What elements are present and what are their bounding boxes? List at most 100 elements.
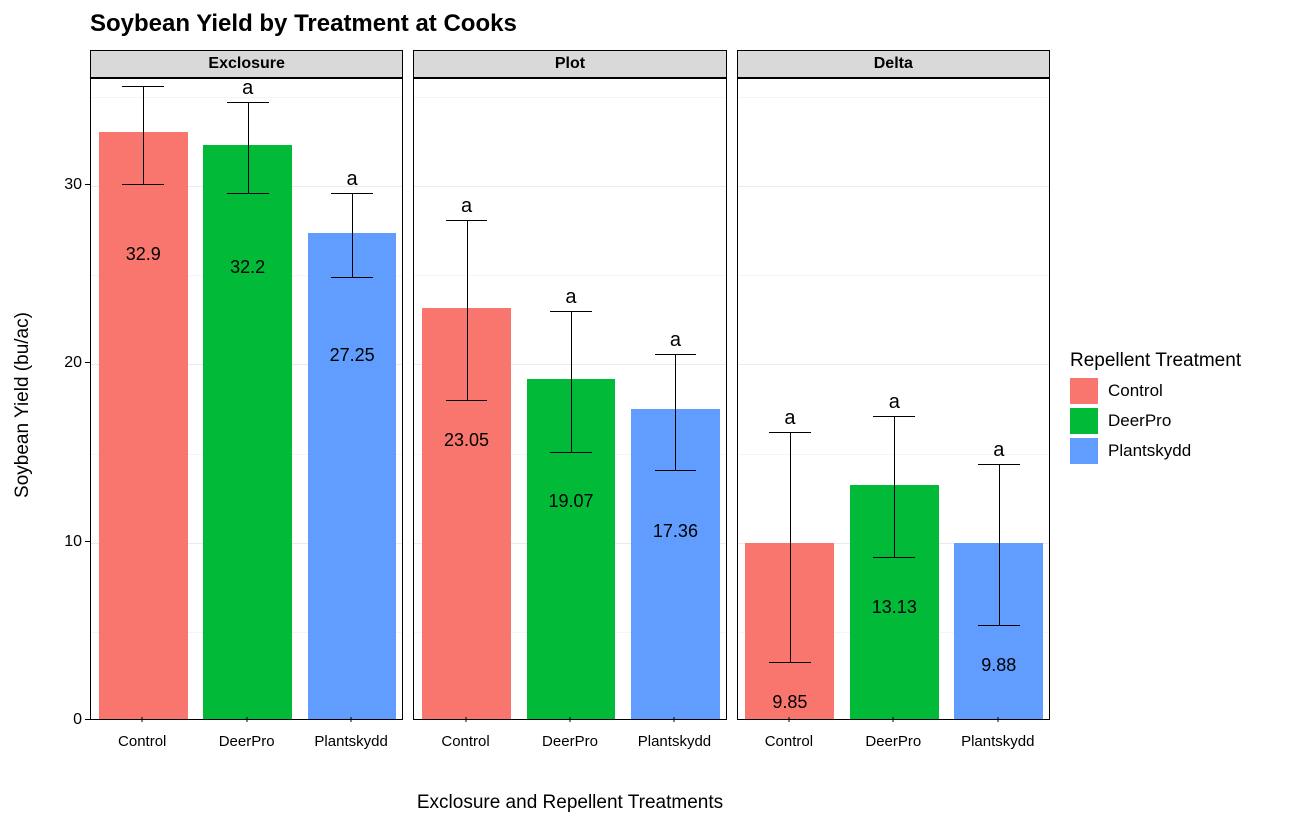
errorbar-cap	[446, 220, 488, 221]
chart-title: Soybean Yield by Treatment at Cooks	[90, 10, 517, 38]
facet: Exclosurea32.9a32.2a27.25ControlDeerProP…	[90, 50, 403, 750]
minor-gridline	[414, 97, 725, 98]
significance-letter: a	[461, 195, 472, 218]
errorbar	[894, 416, 895, 557]
x-tick-mark	[997, 717, 998, 722]
errorbar	[999, 464, 1000, 625]
x-tick-label: Control	[118, 733, 166, 750]
significance-letter: a	[993, 439, 1004, 462]
legend-item: Control	[1070, 378, 1280, 404]
bar-value-label: 32.2	[230, 257, 265, 278]
errorbar-cap	[655, 354, 697, 355]
bar-value-label: 9.85	[772, 692, 807, 713]
legend-swatch	[1070, 438, 1098, 464]
legend-label: Plantskydd	[1108, 441, 1191, 461]
significance-letter: a	[138, 78, 149, 84]
errorbar	[790, 432, 791, 662]
x-axis-title: Exclosure and Repellent Treatments	[90, 792, 1050, 814]
legend-label: Control	[1108, 381, 1163, 401]
facet-panel: a 23.05 a 19.07 a 17.36	[413, 78, 726, 720]
legend-swatch	[1070, 378, 1098, 404]
x-tick-label: DeerPro	[542, 733, 598, 750]
errorbar-cap	[122, 86, 164, 87]
legend-item: DeerPro	[1070, 408, 1280, 434]
errorbar-cap	[655, 470, 697, 471]
errorbar-cap	[227, 102, 269, 103]
bar-value-label: 27.25	[330, 345, 375, 366]
y-axis: 0102030	[50, 78, 90, 720]
x-tick-mark	[674, 717, 675, 722]
significance-letter: a	[670, 329, 681, 352]
major-gridline	[414, 186, 725, 187]
minor-gridline	[738, 275, 1049, 276]
facet-strip: Delta	[737, 50, 1050, 78]
bar	[99, 132, 188, 719]
errorbar-cap	[550, 311, 592, 312]
bar-value-label: 23.05	[444, 430, 489, 451]
x-tick-label: Plantskydd	[314, 733, 387, 750]
x-tick-mark	[351, 717, 352, 722]
major-gridline	[738, 364, 1049, 365]
errorbar-cap	[446, 400, 488, 401]
facet-strip: Plot	[413, 50, 726, 78]
y-axis-title: Soybean Yield (bu/ac)	[12, 312, 34, 498]
x-tick-label: Control	[441, 733, 489, 750]
errorbar-cap	[550, 452, 592, 453]
minor-gridline	[414, 275, 725, 276]
significance-letter: a	[242, 78, 253, 100]
bar-value-label: 13.13	[872, 597, 917, 618]
errorbar	[675, 354, 676, 470]
facet: Delta a 9.85 a 13.13 a 9.88 Control DeerPro Plant…	[737, 50, 1050, 750]
significance-letter: a	[565, 286, 576, 309]
significance-letter: a	[784, 407, 795, 430]
x-tick-mark	[465, 717, 466, 722]
x-tick-mark	[788, 717, 789, 722]
errorbar-cap	[227, 193, 269, 194]
errorbar-cap	[331, 193, 373, 194]
y-tick-label: 20	[64, 354, 82, 372]
errorbar	[467, 220, 468, 400]
errorbar	[571, 311, 572, 452]
significance-letter: a	[889, 391, 900, 414]
errorbar-cap	[122, 184, 164, 185]
x-tick-label: Plantskydd	[638, 733, 711, 750]
x-tick-label: Plantskydd	[961, 733, 1034, 750]
errorbar-cap	[978, 464, 1020, 465]
x-tick-label: DeerPro	[219, 733, 275, 750]
errorbar	[352, 193, 353, 277]
errorbar-cap	[769, 432, 811, 433]
x-tick-mark	[893, 717, 894, 722]
bar	[203, 145, 292, 719]
y-tick-label: 10	[64, 533, 82, 551]
legend: Repellent Treatment Control DeerPro Plants…	[1070, 350, 1280, 468]
bar	[308, 233, 397, 719]
errorbar-cap	[873, 416, 915, 417]
y-tick-label: 30	[64, 176, 82, 194]
major-gridline	[738, 186, 1049, 187]
x-tick-mark	[142, 717, 143, 722]
significance-letter: a	[347, 168, 358, 191]
bar-value-label: 17.36	[653, 521, 698, 542]
bar-value-label: 19.07	[548, 491, 593, 512]
errorbar-cap	[978, 625, 1020, 626]
y-tick-label: 0	[73, 711, 82, 729]
chart-container: Soybean Yield by Treatment at Cooks Soyb…	[0, 0, 1295, 820]
legend-swatch	[1070, 408, 1098, 434]
minor-gridline	[738, 97, 1049, 98]
legend-label: DeerPro	[1108, 411, 1171, 431]
errorbar-cap	[769, 662, 811, 663]
plot-area: Exclosurea32.9a32.2a27.25ControlDeerProP…	[90, 50, 1050, 750]
facet: Plot a 23.05 a 19.07 a 17.36 Control DeerPro Plan…	[413, 50, 726, 750]
facet-strip: Exclosure	[90, 50, 403, 78]
bar-value-label: 9.88	[981, 655, 1016, 676]
bar-value-label: 32.9	[126, 244, 161, 265]
legend-title: Repellent Treatment	[1070, 350, 1280, 372]
errorbar-cap	[873, 557, 915, 558]
errorbar	[143, 86, 144, 184]
x-tick-label: DeerPro	[865, 733, 921, 750]
facet-panel: a 9.85 a 13.13 a 9.88	[737, 78, 1050, 720]
legend-item: Plantskydd	[1070, 438, 1280, 464]
x-tick-label: Control	[765, 733, 813, 750]
errorbar-cap	[331, 277, 373, 278]
facet-panel: a 32.9 a 32.2 a 27.25	[90, 78, 403, 720]
